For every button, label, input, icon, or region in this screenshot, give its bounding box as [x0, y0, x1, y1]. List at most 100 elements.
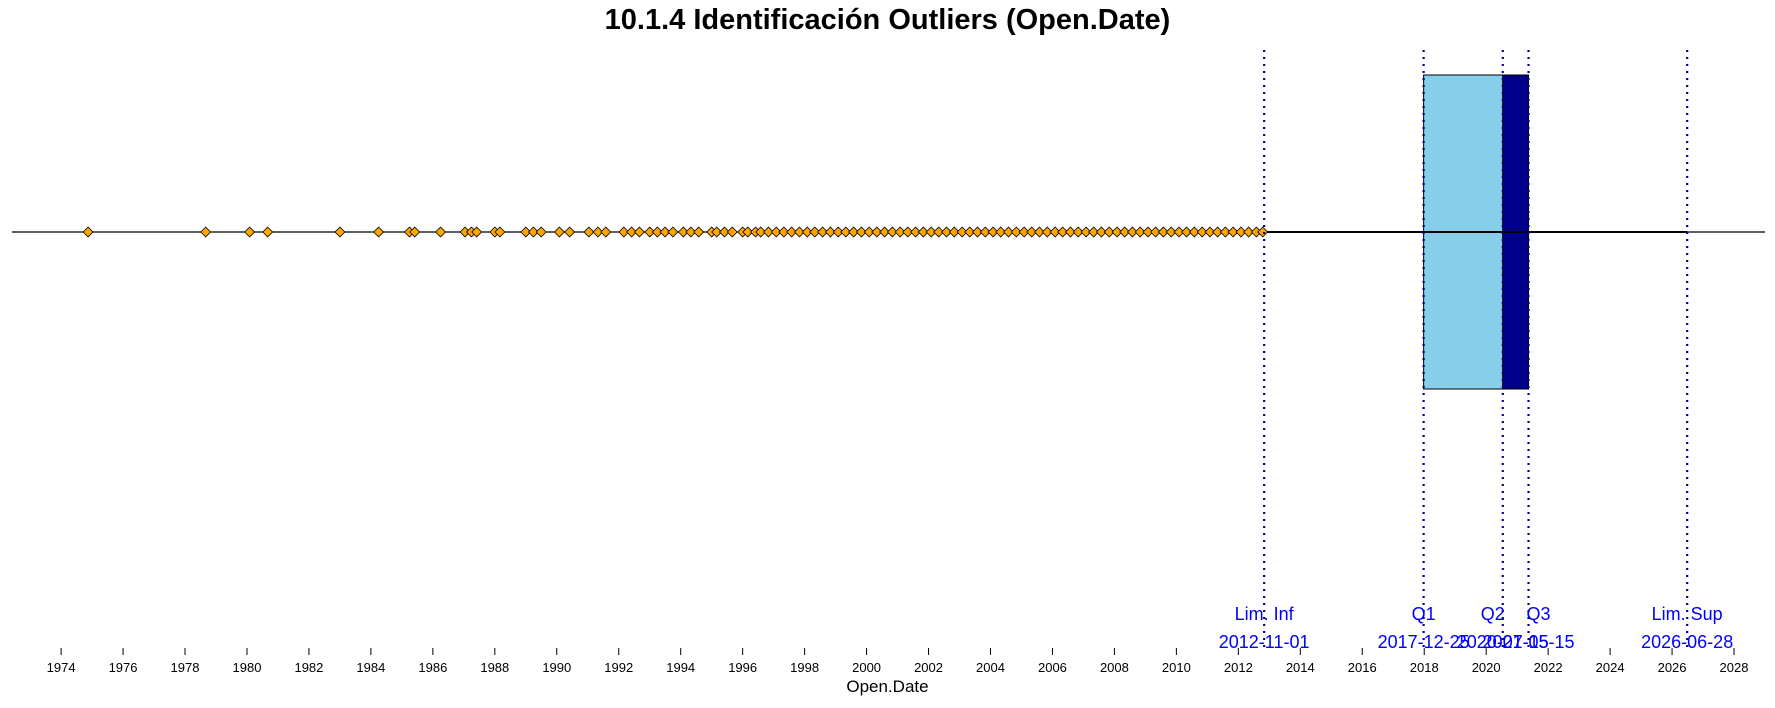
outlier-point	[409, 226, 421, 238]
outlier-point	[583, 226, 595, 238]
outlier-point	[910, 226, 922, 238]
outlier-point	[778, 226, 790, 238]
outlier-point	[564, 226, 576, 238]
outlier-point	[855, 226, 867, 238]
outlier-point	[1072, 226, 1084, 238]
outlier-point	[677, 226, 689, 238]
reference-name-label: Lim. Inf	[1235, 604, 1295, 624]
outlier-point	[848, 226, 860, 238]
reference-name-label: Q2	[1481, 604, 1505, 624]
outlier-point	[1165, 226, 1177, 238]
reference-labels: Lim. Inf 2012-11-01 Q1 2017-12-25 Q2 2020-07-…	[1219, 604, 1733, 652]
x-tick-label: 2000	[852, 660, 881, 675]
reference-date-label: 2012-11-01	[1219, 632, 1310, 652]
outlier-point	[840, 226, 852, 238]
x-tick-label: 2014	[1286, 660, 1315, 675]
outlier-point	[886, 226, 898, 238]
x-tick-label: 2026	[1658, 660, 1687, 675]
x-tick-label: 2018	[1410, 660, 1439, 675]
outlier-point	[1173, 226, 1185, 238]
outlier-point	[373, 226, 385, 238]
outlier-point	[902, 226, 914, 238]
outlier-point	[711, 226, 723, 238]
outlier-point	[1196, 226, 1208, 238]
outlier-point	[1010, 226, 1022, 238]
outlier-point	[809, 226, 821, 238]
outlier-point	[1003, 226, 1015, 238]
x-tick-label: 1988	[480, 660, 509, 675]
outlier-point	[933, 226, 945, 238]
outlier-point	[527, 226, 539, 238]
x-tick-label: 1996	[728, 660, 757, 675]
outlier-points	[82, 226, 1269, 238]
x-tick-label: 1978	[171, 660, 200, 675]
outlier-point	[1126, 226, 1138, 238]
outlier-point	[244, 226, 256, 238]
outlier-point	[1088, 226, 1100, 238]
outlier-point	[817, 226, 829, 238]
outlier-point	[755, 226, 767, 238]
outlier-point	[644, 226, 656, 238]
outlier-point	[1103, 226, 1115, 238]
outlier-point	[956, 226, 968, 238]
outlier-point	[535, 226, 547, 238]
outlier-point	[726, 226, 738, 238]
outlier-point	[1219, 226, 1231, 238]
x-tick-label: 1984	[356, 660, 385, 675]
outlier-point	[1250, 226, 1262, 238]
outlier-point	[1142, 226, 1154, 238]
outlier-point	[520, 226, 532, 238]
outlier-point	[659, 226, 671, 238]
outlier-point	[651, 226, 663, 238]
x-tick-label: 1986	[418, 660, 447, 675]
outlier-point	[1095, 226, 1107, 238]
outlier-point	[618, 226, 630, 238]
outlier-point	[1041, 226, 1053, 238]
outlier-point	[633, 226, 645, 238]
x-tick-label: 1974	[47, 660, 76, 675]
outlier-point	[879, 226, 891, 238]
outlier-point	[1049, 226, 1061, 238]
outlier-point	[262, 226, 274, 238]
reference-name-label: Q3	[1527, 604, 1551, 624]
x-tick-label: 1998	[790, 660, 819, 675]
outlier-point	[1026, 226, 1038, 238]
reference-name-label: Q1	[1412, 604, 1436, 624]
outlier-point	[693, 226, 705, 238]
reference-date-label: 2021-05-15	[1482, 632, 1574, 652]
x-tick-label: 2004	[976, 660, 1005, 675]
outlier-point	[863, 226, 875, 238]
outlier-point	[685, 226, 697, 238]
outlier-point	[1119, 226, 1131, 238]
x-axis-label: Open.Date	[846, 677, 929, 696]
x-axis-ticks: 1974 1976 1978 1980 1982 1984 1986 1988 1990 1992…	[47, 648, 1749, 675]
x-tick-label: 1992	[604, 660, 633, 675]
outlier-point	[742, 226, 754, 238]
outlier-point	[553, 226, 565, 238]
outlier-point	[793, 226, 805, 238]
outlier-point	[592, 226, 604, 238]
outlier-point	[925, 226, 937, 238]
outlier-point	[82, 226, 94, 238]
x-tick-label: 1980	[233, 660, 262, 675]
x-tick-label: 2002	[914, 660, 943, 675]
x-tick-label: 2016	[1348, 660, 1377, 675]
outlier-point	[626, 226, 638, 238]
x-tick-label: 2008	[1100, 660, 1129, 675]
outlier-point	[786, 226, 798, 238]
outlier-point	[832, 226, 844, 238]
outlier-point	[1257, 226, 1269, 238]
outlier-point	[667, 226, 679, 238]
outlier-point	[894, 226, 906, 238]
outlier-point	[334, 226, 346, 238]
x-tick-label: 2022	[1534, 660, 1563, 675]
x-tick-label: 1990	[542, 660, 571, 675]
x-tick-label: 1982	[294, 660, 323, 675]
outlier-point	[1188, 226, 1200, 238]
outlier-point	[459, 226, 471, 238]
outlier-point	[1243, 226, 1255, 238]
x-tick-label: 2028	[1720, 660, 1749, 675]
outlier-point	[917, 226, 929, 238]
outlier-point	[1235, 226, 1247, 238]
